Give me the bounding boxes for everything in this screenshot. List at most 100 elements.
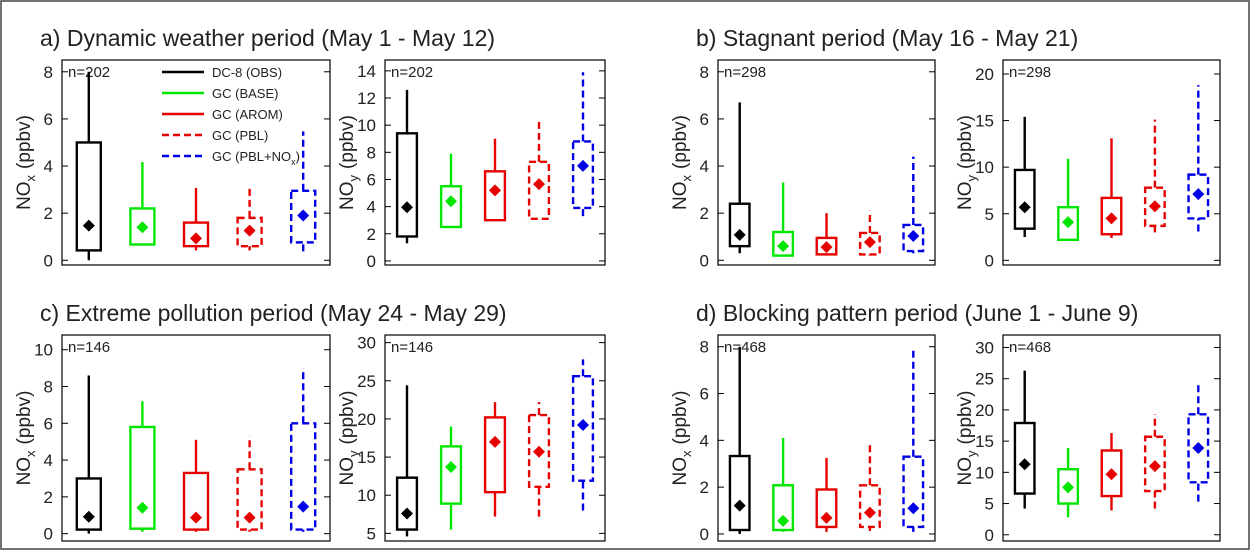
y-tick-label: 6 bbox=[44, 110, 53, 129]
y-axis-label-unit: (ppbv) bbox=[337, 115, 358, 169]
y-tick-label: 0 bbox=[44, 525, 53, 544]
y-axis-label-sub: x bbox=[23, 174, 38, 181]
mean-marker bbox=[401, 507, 413, 520]
y-tick-label: 4 bbox=[700, 157, 709, 176]
y-axis-label-sub: x bbox=[23, 450, 38, 457]
mean-marker bbox=[136, 221, 149, 234]
panel-title: c) Extreme pollution period (May 24 - Ma… bbox=[40, 300, 507, 326]
sample-size: n=202 bbox=[391, 64, 433, 81]
mean-marker bbox=[907, 502, 920, 515]
y-axis-label-sub: y bbox=[346, 174, 361, 181]
mean-marker bbox=[136, 501, 149, 514]
legend-label: GC (BASE) bbox=[212, 86, 278, 101]
legend-label: GC (AROM) bbox=[212, 107, 283, 122]
y-tick-label: 8 bbox=[44, 378, 53, 397]
legend-label-text: DC-8 (OBS) bbox=[212, 65, 282, 80]
y-tick-label: 10 bbox=[357, 486, 376, 505]
panel-title: a) Dynamic weather period (May 1 - May 1… bbox=[40, 25, 495, 51]
mean-marker bbox=[1062, 216, 1075, 229]
sample-size: n=146 bbox=[68, 339, 110, 356]
y-tick-label: 0 bbox=[700, 251, 709, 270]
mean-marker bbox=[733, 228, 746, 241]
y-tick-label: 8 bbox=[700, 338, 709, 357]
box bbox=[182, 471, 210, 531]
plot-frame bbox=[717, 59, 936, 266]
y-tick-label: 5 bbox=[367, 524, 376, 543]
mean-marker bbox=[1148, 460, 1161, 473]
y-tick-label: 2 bbox=[700, 478, 709, 497]
y-tick-label: 4 bbox=[44, 157, 53, 176]
y-tick-label: 15 bbox=[357, 448, 376, 467]
y-tick-label: 0 bbox=[44, 251, 53, 270]
y-axis-label-base: NO bbox=[670, 457, 691, 486]
box bbox=[75, 141, 103, 252]
mean-marker bbox=[297, 209, 310, 222]
y-tick-label: 0 bbox=[367, 252, 376, 271]
mean-marker bbox=[820, 511, 833, 524]
y-axis-label: NOx (ppbv) bbox=[14, 391, 38, 486]
box bbox=[1100, 196, 1123, 236]
box bbox=[395, 476, 419, 531]
mean-marker bbox=[777, 240, 790, 253]
box bbox=[182, 221, 210, 248]
panel-title: b) Stagnant period (May 16 - May 21) bbox=[696, 25, 1078, 51]
box bbox=[483, 416, 507, 494]
y-axis-label-base: NO bbox=[337, 181, 358, 210]
mean-marker bbox=[1105, 212, 1118, 225]
mean-marker bbox=[297, 500, 310, 513]
box bbox=[728, 454, 751, 532]
mean-marker bbox=[401, 201, 413, 214]
mean-marker bbox=[577, 159, 589, 172]
y-axis-label-base: NO bbox=[955, 181, 976, 210]
mean-marker bbox=[577, 419, 589, 432]
y-axis-label: NOx (ppbv) bbox=[670, 115, 694, 210]
sample-size: n=298 bbox=[1009, 64, 1051, 81]
mean-marker bbox=[777, 514, 790, 527]
y-axis-label-base: NO bbox=[14, 181, 35, 210]
y-axis-label-base: NO bbox=[670, 181, 691, 210]
y-tick-label: 6 bbox=[700, 110, 709, 129]
mean-marker bbox=[190, 232, 202, 245]
box bbox=[1057, 468, 1080, 505]
y-tick-label: 2 bbox=[700, 204, 709, 223]
mean-marker bbox=[533, 178, 545, 191]
box bbox=[1143, 186, 1166, 228]
y-axis-label: NOy (ppbv) bbox=[337, 115, 361, 210]
box bbox=[527, 413, 551, 489]
box bbox=[902, 455, 925, 529]
box bbox=[1013, 168, 1036, 230]
y-tick-label: 4 bbox=[367, 198, 376, 217]
mean-marker bbox=[82, 219, 95, 232]
sample-size: n=468 bbox=[1009, 339, 1051, 356]
y-tick-label: 14 bbox=[357, 62, 376, 81]
y-tick-label: 20 bbox=[357, 410, 376, 429]
y-tick-label: 10 bbox=[975, 463, 994, 482]
y-tick-label: 2 bbox=[367, 225, 376, 244]
legend-label-sub: x bbox=[291, 157, 296, 167]
box bbox=[439, 445, 463, 505]
y-tick-label: 10 bbox=[357, 116, 376, 135]
plot-frame bbox=[61, 334, 331, 542]
legend-label-text: GC (BASE) bbox=[212, 86, 278, 101]
sample-size: n=468 bbox=[724, 339, 766, 356]
y-tick-label: 8 bbox=[367, 143, 376, 162]
y-tick-label: 6 bbox=[44, 414, 53, 433]
y-tick-label: 0 bbox=[985, 251, 994, 270]
y-tick-label: 30 bbox=[357, 334, 376, 353]
mean-marker bbox=[533, 445, 545, 458]
plot-frame bbox=[384, 59, 606, 266]
mean-marker bbox=[489, 435, 501, 448]
y-tick-label: 10 bbox=[34, 341, 53, 360]
box bbox=[772, 230, 795, 257]
y-axis-label: NOy (ppbv) bbox=[955, 115, 979, 210]
y-tick-label: 4 bbox=[44, 451, 53, 470]
mean-marker bbox=[733, 499, 746, 512]
box bbox=[858, 484, 881, 529]
y-tick-label: 8 bbox=[700, 63, 709, 82]
y-tick-label: 2 bbox=[44, 488, 53, 507]
y-tick-label: 20 bbox=[975, 401, 994, 420]
y-tick-label: 25 bbox=[357, 372, 376, 391]
box bbox=[772, 484, 795, 532]
panel-title: d) Blocking pattern period (June 1 - Jun… bbox=[696, 300, 1138, 326]
plot-frame bbox=[61, 59, 331, 266]
